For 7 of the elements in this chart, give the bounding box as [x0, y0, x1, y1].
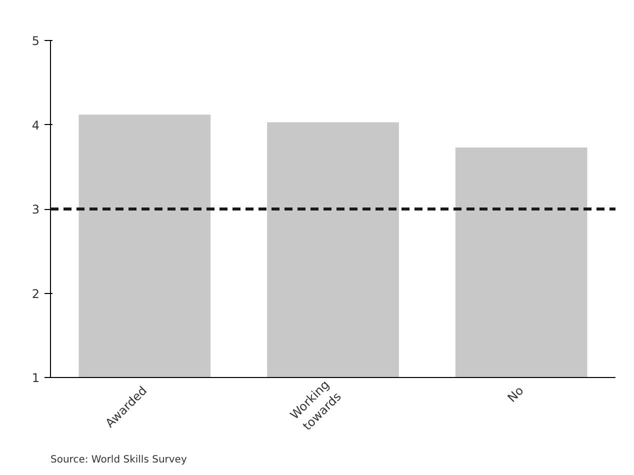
- x-tick-label: No: [504, 384, 526, 405]
- y-tick-label: 4: [32, 118, 40, 132]
- y-tick-label: 3: [32, 202, 40, 216]
- y-tick-label: 2: [32, 286, 40, 301]
- y-tick-label: 1: [32, 371, 40, 385]
- source-note: Source: World Skills Survey: [50, 454, 187, 466]
- y-tick-label: 5: [32, 34, 40, 48]
